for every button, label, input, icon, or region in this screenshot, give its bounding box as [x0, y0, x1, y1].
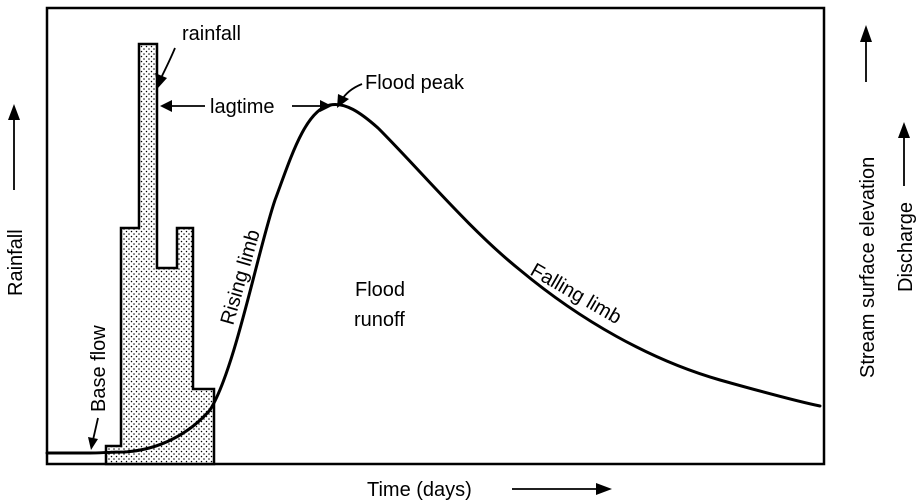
discharge-axis-arrowhead: [898, 122, 910, 138]
time-axis-label: Time (days): [367, 479, 472, 501]
discharge-axis-label: Discharge: [895, 202, 917, 292]
flood-peak-pointer-arrowhead: [337, 94, 349, 108]
flood-runoff-label-line1: Flood: [355, 279, 405, 301]
plot-frame: [45, 6, 826, 466]
base-flow-pointer-arrowhead: [88, 437, 98, 450]
falling-limb-label: Falling limb: [527, 259, 626, 329]
lagtime-left-arrowhead: [160, 100, 172, 112]
lagtime-label: lagtime: [210, 96, 274, 118]
hydrograph-curve: [45, 102, 822, 455]
flood-runoff-label-line2: runoff: [354, 309, 405, 331]
base-flow-label: Base flow: [88, 325, 110, 412]
lagtime-right-arrowhead: [320, 100, 332, 112]
rainfall-axis-label: Rainfall: [5, 229, 27, 296]
rising-limb-label: Rising limb: [217, 227, 265, 327]
stream-elevation-axis-label: Stream surface elevation: [857, 157, 879, 378]
rainfall-axis-arrowhead: [8, 104, 20, 120]
time-axis-arrowhead: [596, 483, 612, 495]
stream-elevation-axis-arrowhead: [860, 25, 872, 42]
rainfall-histogram: [104, 42, 216, 466]
base-flow-pointer-arrow: [92, 417, 99, 441]
rainfall-label: rainfall: [182, 23, 241, 45]
rainfall-pointer-arrowhead: [155, 73, 167, 88]
flood-peak-label: Flood peak: [365, 72, 465, 94]
rainfall-pointer-arrow: [159, 47, 176, 81]
